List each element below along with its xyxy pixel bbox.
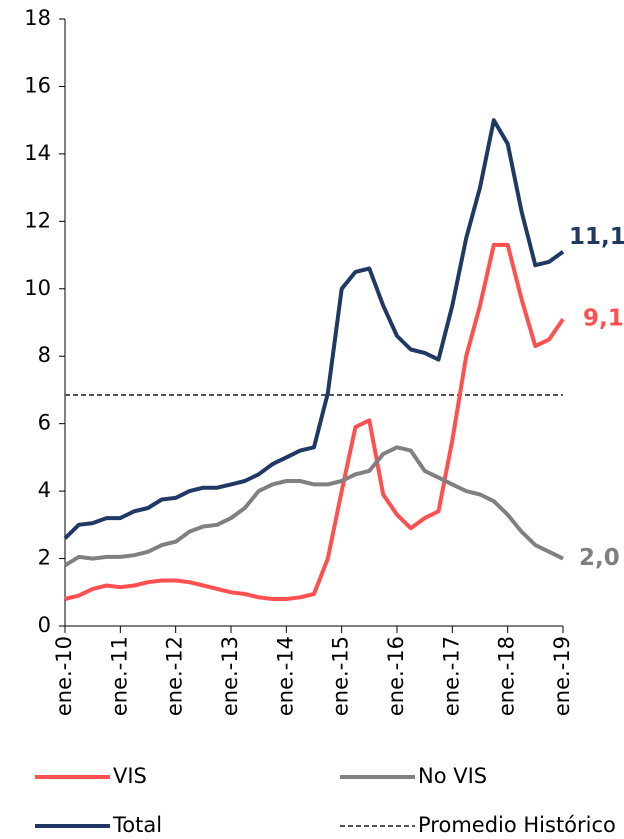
x-tick-label: ene.-16 — [384, 636, 408, 716]
legend-label: No VIS — [418, 764, 487, 788]
y-tick-label: 14 — [24, 141, 51, 165]
x-tick-label: ene.-18 — [495, 636, 519, 716]
x-tick-label: ene.-19 — [550, 636, 574, 716]
y-tick-label: 8 — [38, 343, 51, 367]
end-label: 2,0 — [579, 545, 620, 571]
y-tick-label: 10 — [24, 276, 51, 300]
y-tick-label: 16 — [24, 73, 51, 97]
x-tick-label: ene.-14 — [273, 636, 297, 716]
y-tick-label: 0 — [38, 613, 51, 637]
series-line — [64, 242, 565, 601]
legend-label: Promedio Histórico — [418, 813, 616, 837]
end-label: 9,1 — [583, 306, 624, 332]
y-tick-label: 6 — [38, 411, 51, 435]
x-tick-label: ene.-13 — [218, 636, 242, 716]
series-line — [63, 118, 565, 540]
y-tick-label: 12 — [24, 208, 51, 232]
y-tick-label: 18 — [24, 6, 51, 30]
x-tick-label: ene.-17 — [439, 636, 463, 716]
legend-label: VIS — [113, 764, 147, 788]
series-line — [63, 445, 564, 568]
x-tick-label: ene.-11 — [107, 636, 131, 716]
y-tick-label: 2 — [38, 546, 51, 570]
y-tick-label: 4 — [38, 478, 51, 502]
x-tick-label: ene.-10 — [52, 636, 76, 716]
x-tick-label: ene.-12 — [163, 636, 187, 716]
legend-label: Total — [112, 813, 162, 837]
x-tick-label: ene.-15 — [329, 636, 353, 716]
end-label: 11,1 — [569, 224, 624, 250]
